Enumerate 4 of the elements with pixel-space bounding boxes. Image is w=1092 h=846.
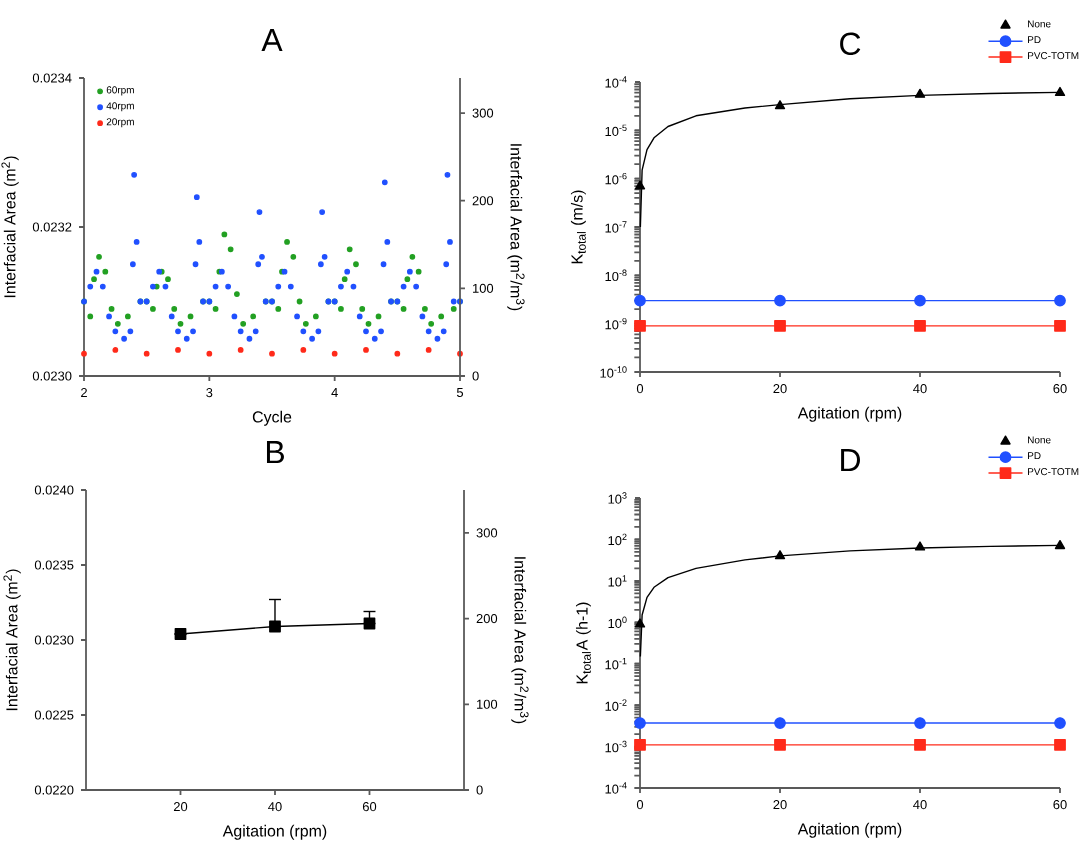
chart-title: C <box>840 32 861 56</box>
chart-title: A <box>261 29 283 52</box>
chart-title: B <box>266 441 284 464</box>
chart-title: D <box>841 449 860 472</box>
